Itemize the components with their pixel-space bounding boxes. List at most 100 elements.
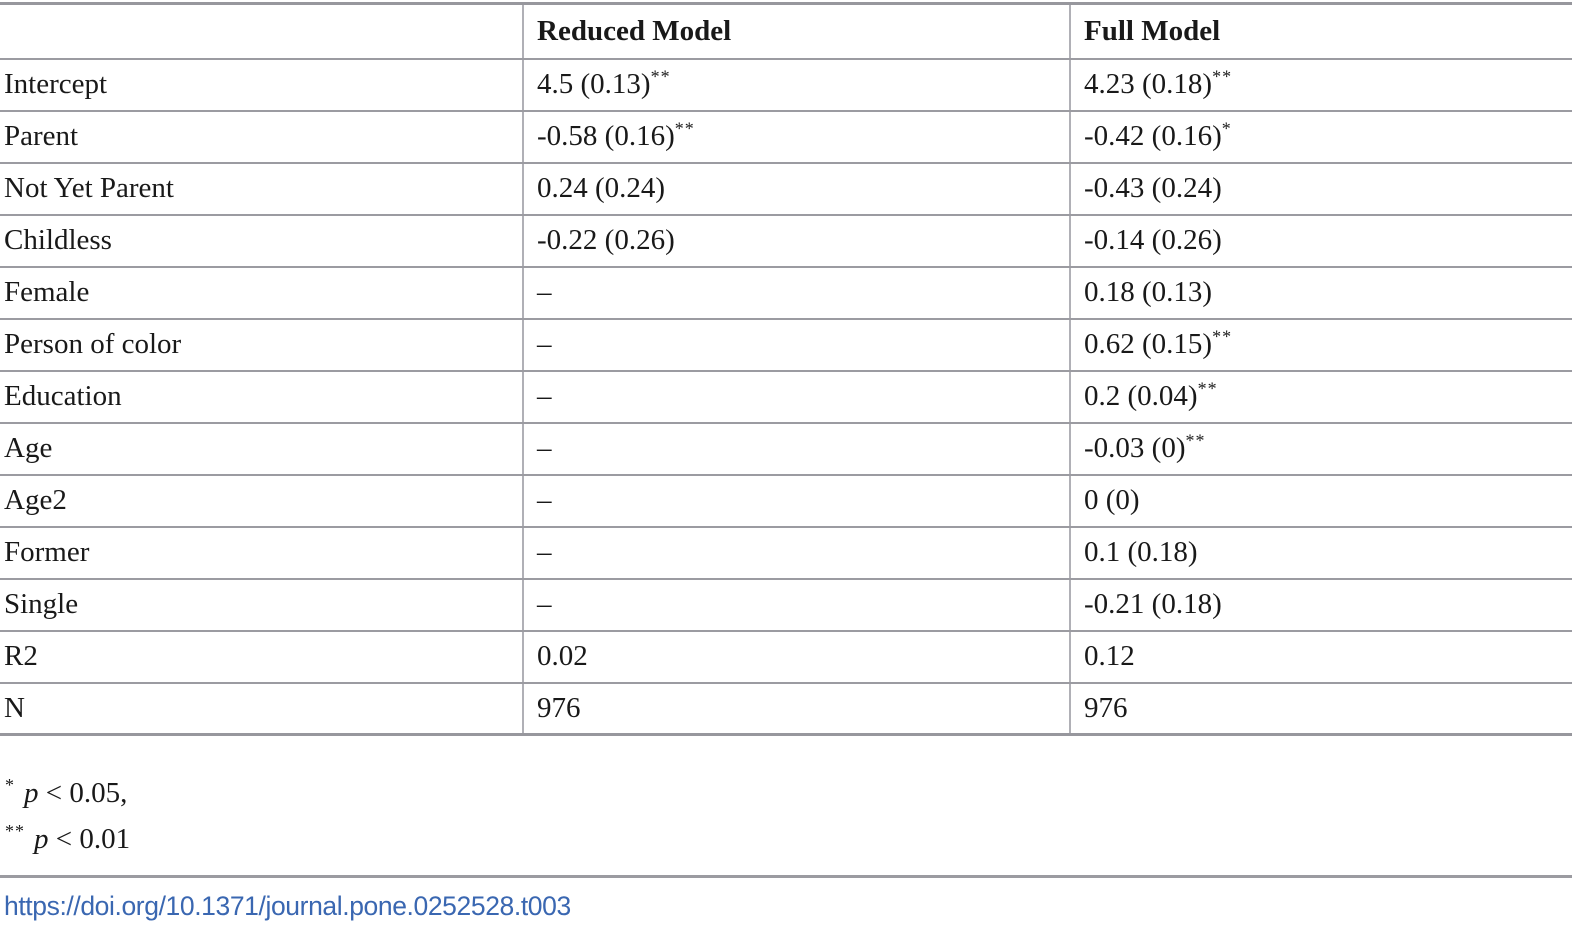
footnote-marker: * xyxy=(5,775,15,796)
cell-full: -0.14 (0.26) xyxy=(1069,213,1572,268)
row-label: Female xyxy=(0,265,523,320)
cell-full: 0.12 xyxy=(1069,629,1572,684)
cell-reduced: – xyxy=(522,421,1070,476)
cell-value: – xyxy=(537,588,552,620)
cell-full: 0.62 (0.15)** xyxy=(1069,317,1572,372)
cell-reduced: -0.22 (0.26) xyxy=(522,213,1070,268)
significance-marker: ** xyxy=(650,66,671,87)
row-label: Age2 xyxy=(0,473,523,528)
footer-divider xyxy=(0,875,1572,878)
cell-value: 976 xyxy=(537,691,581,724)
footnote-p05: * p < 0.05, xyxy=(5,770,1572,816)
significance-marker: ** xyxy=(1212,326,1233,347)
cell-value: -0.14 (0.26) xyxy=(1084,224,1222,256)
row-label: Age xyxy=(0,421,523,476)
cell-value: 4.5 (0.13) xyxy=(537,68,651,100)
cell-full: -0.43 (0.24) xyxy=(1069,161,1572,216)
cell-full: 0.1 (0.18) xyxy=(1069,525,1572,580)
row-label: Intercept xyxy=(0,57,523,112)
cell-value: 0.1 (0.18) xyxy=(1084,536,1198,568)
header-row: Reduced Model Full Model xyxy=(0,2,1572,60)
cell-value: – xyxy=(537,380,552,412)
doi-link[interactable]: https://doi.org/10.1371/journal.pone.025… xyxy=(4,891,571,921)
cell-value: -0.43 (0.24) xyxy=(1084,172,1222,204)
row-label: Person of color xyxy=(0,317,523,372)
significance-marker: * xyxy=(1221,118,1232,139)
cell-full: 0 (0) xyxy=(1069,473,1572,528)
cell-reduced: – xyxy=(522,265,1070,320)
cell-reduced: 4.5 (0.13)** xyxy=(522,57,1070,112)
cell-full: 0.2 (0.04)** xyxy=(1069,369,1572,424)
cell-value: 976 xyxy=(1084,691,1128,724)
table-row: Age – -0.03 (0)** xyxy=(0,421,1572,476)
cell-reduced: 0.02 xyxy=(522,629,1070,684)
significance-marker: ** xyxy=(1197,378,1218,399)
table-row: Parent -0.58 (0.16)** -0.42 (0.16)* xyxy=(0,109,1572,164)
cell-value: – xyxy=(537,328,552,360)
cell-value: -0.03 (0) xyxy=(1084,432,1186,464)
cell-reduced: – xyxy=(522,525,1070,580)
cell-full: 4.23 (0.18)** xyxy=(1069,57,1572,112)
table-row: Single – -0.21 (0.18) xyxy=(0,577,1572,632)
cell-value: -0.42 (0.16) xyxy=(1084,120,1222,152)
cell-value: 0.24 (0.24) xyxy=(537,172,666,204)
row-label: Not Yet Parent xyxy=(0,161,523,216)
footnotes: * p < 0.05, ** p < 0.01 xyxy=(0,770,1572,862)
significance-marker: ** xyxy=(1212,66,1233,87)
footnote-marker: ** xyxy=(5,821,25,842)
footnote-text: < 0.01 xyxy=(48,823,131,855)
cell-full: -0.03 (0)** xyxy=(1069,421,1572,476)
cell-reduced: -0.58 (0.16)** xyxy=(522,109,1070,164)
cell-value: 0.02 xyxy=(537,640,588,672)
cell-value: 0.62 (0.15) xyxy=(1084,328,1213,360)
table-row: Former – 0.1 (0.18) xyxy=(0,525,1572,580)
cell-reduced: – xyxy=(522,317,1070,372)
table-row: Age2 – 0 (0) xyxy=(0,473,1572,528)
table-row: R2 0.02 0.12 xyxy=(0,629,1572,684)
cell-full: -0.42 (0.16)* xyxy=(1069,109,1572,164)
row-label: Former xyxy=(0,525,523,580)
table-body: Intercept 4.5 (0.13)** 4.23 (0.18)** Par… xyxy=(0,57,1572,736)
cell-value: -0.21 (0.18) xyxy=(1084,588,1222,620)
cell-reduced: – xyxy=(522,473,1070,528)
header-reduced-model: Reduced Model xyxy=(522,2,1070,60)
header-empty-cell xyxy=(0,2,523,60)
row-label: Childless xyxy=(0,213,523,268)
row-label: Education xyxy=(0,369,523,424)
cell-value: – xyxy=(537,432,552,464)
cell-value: – xyxy=(537,276,552,308)
significance-marker: ** xyxy=(674,118,695,139)
table-row: Not Yet Parent 0.24 (0.24) -0.43 (0.24) xyxy=(0,161,1572,216)
significance-marker: ** xyxy=(1185,430,1206,451)
cell-value: – xyxy=(537,484,552,516)
cell-reduced: 0.24 (0.24) xyxy=(522,161,1070,216)
row-label: Single xyxy=(0,577,523,632)
cell-value: 0.18 (0.13) xyxy=(1084,276,1213,308)
cell-value: -0.22 (0.26) xyxy=(537,224,675,256)
cell-value: 0 (0) xyxy=(1084,484,1140,516)
cell-value: 4.23 (0.18) xyxy=(1084,68,1213,100)
row-label: R2 xyxy=(0,629,523,684)
table-row: Education – 0.2 (0.04)** xyxy=(0,369,1572,424)
cell-full: 0.18 (0.13) xyxy=(1069,265,1572,320)
cell-value: 0.12 xyxy=(1084,640,1135,672)
footnote-text: < 0.05, xyxy=(38,777,128,809)
cell-full: 976 xyxy=(1069,681,1572,736)
p-symbol: p xyxy=(23,777,39,809)
table-row: Female – 0.18 (0.13) xyxy=(0,265,1572,320)
cell-value: – xyxy=(537,536,552,568)
cell-value: -0.58 (0.16) xyxy=(537,120,675,152)
table-row: Intercept 4.5 (0.13)** 4.23 (0.18)** xyxy=(0,57,1572,112)
row-label: Parent xyxy=(0,109,523,164)
table-row: N 976 976 xyxy=(0,681,1572,736)
table-row: Person of color – 0.62 (0.15)** xyxy=(0,317,1572,372)
cell-reduced: – xyxy=(522,577,1070,632)
p-symbol: p xyxy=(33,823,49,855)
footnote-p01: ** p < 0.01 xyxy=(5,816,1572,862)
cell-reduced: – xyxy=(522,369,1070,424)
cell-full: -0.21 (0.18) xyxy=(1069,577,1572,632)
regression-table: Reduced Model Full Model Intercept 4.5 (… xyxy=(0,2,1572,736)
cell-reduced: 976 xyxy=(522,681,1070,736)
header-full-model: Full Model xyxy=(1069,2,1572,60)
